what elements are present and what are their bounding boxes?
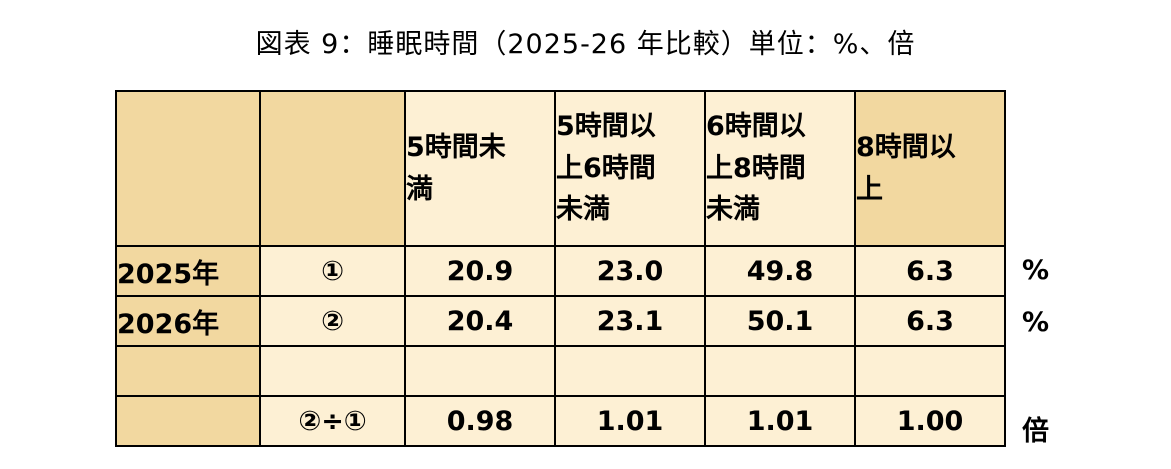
header-label-under-5h: 5時間未満 xyxy=(406,131,506,205)
chart-title: 図表 9：睡眠時間（2025-26 年比較）単位：%、倍 xyxy=(255,29,916,60)
header-cell-8h-plus: 8時間以上 xyxy=(854,90,1006,247)
value-cell: 6.3 xyxy=(854,295,1006,347)
header-label-6h-8h: 6時間以上8時間未満 xyxy=(706,110,806,226)
value-cell: 1.01 xyxy=(554,395,706,447)
value-cell xyxy=(404,345,556,397)
value-cell: 0.98 xyxy=(404,395,556,447)
value-cell xyxy=(854,345,1006,397)
row-mark xyxy=(259,345,406,397)
header-cell-year xyxy=(115,90,261,247)
header-cell-6h-8h: 6時間以上8時間未満 xyxy=(704,90,856,247)
row-mark: ② xyxy=(259,295,406,347)
row-mark: ① xyxy=(259,245,406,297)
header-row: 5時間未満 5時間以上6時間未満 6時間以上8時間未満 8時間以上 xyxy=(115,90,1006,247)
unit-label: % xyxy=(1022,307,1050,338)
row-label: 2025年 xyxy=(115,245,261,297)
value-cell: 20.4 xyxy=(404,295,556,347)
row-label: 2026年 xyxy=(115,295,261,347)
value-cell: 1.00 xyxy=(854,395,1006,447)
header-cell-under-5h: 5時間未満 xyxy=(404,90,556,247)
table-row: 2025年 ① 20.9 23.0 49.8 6.3 xyxy=(115,245,1006,297)
unit-label: 倍 xyxy=(1022,416,1049,447)
value-cell: 23.0 xyxy=(554,245,706,297)
unit-label: % xyxy=(1022,255,1050,286)
table-row: 2026年 ② 20.4 23.1 50.1 6.3 xyxy=(115,295,1006,347)
row-mark: ②÷① xyxy=(259,395,406,447)
value-cell xyxy=(704,345,856,397)
value-cell xyxy=(554,345,706,397)
value-cell: 23.1 xyxy=(554,295,706,347)
header-label-8h-plus: 8時間以上 xyxy=(856,131,956,205)
row-label xyxy=(115,395,261,447)
header-cell-5h-6h: 5時間以上6時間未満 xyxy=(554,90,706,247)
value-cell: 49.8 xyxy=(704,245,856,297)
table-row: ②÷① 0.98 1.01 1.01 1.00 xyxy=(115,395,1006,447)
row-label xyxy=(115,345,261,397)
value-cell: 50.1 xyxy=(704,295,856,347)
value-cell: 6.3 xyxy=(854,245,1006,297)
value-cell: 20.9 xyxy=(404,245,556,297)
header-label-5h-6h: 5時間以上6時間未満 xyxy=(556,110,656,226)
table-row xyxy=(115,345,1006,397)
header-cell-mark xyxy=(259,90,406,247)
sleep-time-table: 5時間未満 5時間以上6時間未満 6時間以上8時間未満 8時間以上 2025年 … xyxy=(115,90,1006,447)
value-cell: 1.01 xyxy=(704,395,856,447)
